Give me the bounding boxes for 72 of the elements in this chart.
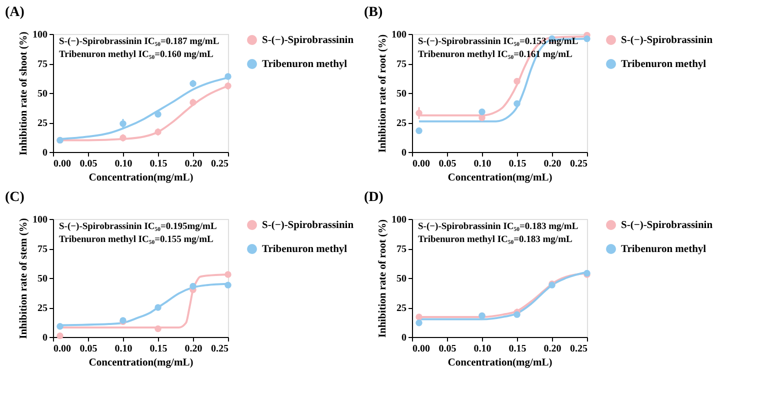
legend-label: Tribenuron methyl <box>262 244 348 255</box>
annotation: S-(−)-Spirobrassinin IC₅₀=0.195mg/mL <box>59 222 217 232</box>
annotation: S-(−)-Spirobrassinin IC₅₀=0.187 mg/mL <box>59 37 220 47</box>
x-tick-label: 0.15 <box>508 344 526 354</box>
chart-title: (A) <box>5 5 25 20</box>
x-tick-label: 0.25 <box>211 344 228 354</box>
x-tick-label: 0.10 <box>114 158 132 170</box>
x-tick-label: 0.20 <box>544 158 562 170</box>
annotation: S-(−)-Spirobrassinin IC₅₀=0.183 mg/mL <box>418 222 578 232</box>
y-tick-label: 25 <box>396 303 406 314</box>
y-tick-label: 100 <box>32 30 48 40</box>
x-axis-title: Concentration(mg/mL) <box>88 172 194 184</box>
y-tick-label: 75 <box>38 244 48 255</box>
x-tick-label: 0.25 <box>570 158 588 170</box>
y-tick-label: 100 <box>32 214 48 226</box>
y-tick-label: 25 <box>396 118 406 129</box>
x-tick-label: 0.25 <box>570 344 588 354</box>
x-axis-title: Concentration(mg/mL) <box>448 358 553 368</box>
x-tick-label: 0.05 <box>438 344 456 354</box>
x-tick-label: 0.20 <box>184 344 202 354</box>
y-axis-title: Inhibition rate of root (%) <box>378 218 388 338</box>
x-tick-label: 0.20 <box>184 158 202 170</box>
y-tick-label: 25 <box>38 118 48 129</box>
y-tick-label: 75 <box>38 59 48 70</box>
x-tick-label: 0.15 <box>150 344 168 354</box>
chart-title: (B) <box>364 5 383 20</box>
y-tick-label: 100 <box>392 214 406 226</box>
x-tick-label: 0.00 <box>412 158 430 170</box>
annotation: Tribenuron methyl IC₅₀=0.161 mg/mL <box>418 50 572 60</box>
annotation: Tribenuron methyl IC₅₀=0.183 mg/mL <box>418 235 572 245</box>
annotation: Tribenuron methyl IC₅₀=0.155 mg/mL <box>59 235 214 245</box>
annotation: Tribenuron methyl IC₅₀=0.160 mg/mL <box>59 50 214 60</box>
y-tick-label: 50 <box>38 274 48 284</box>
legend-label: S-(−)-Spirobrassinin <box>621 35 713 46</box>
x-tick-label: 0.05 <box>80 344 98 354</box>
legend-label: Tribenuron methyl <box>621 244 706 255</box>
y-tick-label: 0 <box>402 332 406 344</box>
x-tick-label: 0.15 <box>150 158 168 170</box>
x-tick-label: 0.25 <box>211 158 228 170</box>
y-tick-label: 0 <box>402 148 406 158</box>
x-tick-label: 0.10 <box>474 344 492 354</box>
x-tick-label: 0.05 <box>438 158 456 170</box>
x-tick-label: 0.00 <box>412 344 430 354</box>
chart-title: (D) <box>364 190 384 205</box>
y-axis-title: Inhibition rate of stem (%) <box>18 218 30 339</box>
y-tick-label: 50 <box>38 88 48 100</box>
y-tick-label: 75 <box>396 59 406 70</box>
y-tick-label: 0 <box>42 332 48 344</box>
x-tick-label: 0.00 <box>54 344 71 354</box>
x-tick-label: 0.10 <box>474 158 492 170</box>
x-tick-label: 0.05 <box>80 158 98 170</box>
x-tick-label: 0.00 <box>54 158 71 170</box>
legend-label: S-(−)-Spirobrassinin <box>262 35 354 46</box>
legend-label: Tribenuron methyl <box>262 59 348 70</box>
legend-label: S-(−)-Spirobrassinin <box>621 220 713 231</box>
y-tick-label: 75 <box>396 244 406 255</box>
legend-label: Tribenuron methyl <box>621 59 706 70</box>
x-tick-label: 0.15 <box>508 158 526 170</box>
x-axis-title: Concentration(mg/mL) <box>448 172 553 184</box>
legend-label: S-(−)-Spirobrassinin <box>262 220 354 231</box>
y-tick-label: 0 <box>42 148 48 158</box>
x-axis-title: Concentration(mg/mL) <box>88 358 194 368</box>
y-axis-title: Inhibition rate of root (%) <box>378 34 388 153</box>
x-tick-label: 0.10 <box>114 344 132 354</box>
y-tick-label: 50 <box>396 274 406 284</box>
x-tick-label: 0.20 <box>544 344 562 354</box>
y-tick-label: 25 <box>38 303 48 314</box>
chart-title: (C) <box>5 190 25 205</box>
y-tick-label: 50 <box>396 88 406 100</box>
y-axis-title: Inhibition rate of shoot (%) <box>18 31 30 156</box>
annotation: S-(−)-Spirobrassinin IC₅₀=0.153 mg/mL <box>418 37 578 47</box>
y-tick-label: 100 <box>392 30 406 40</box>
